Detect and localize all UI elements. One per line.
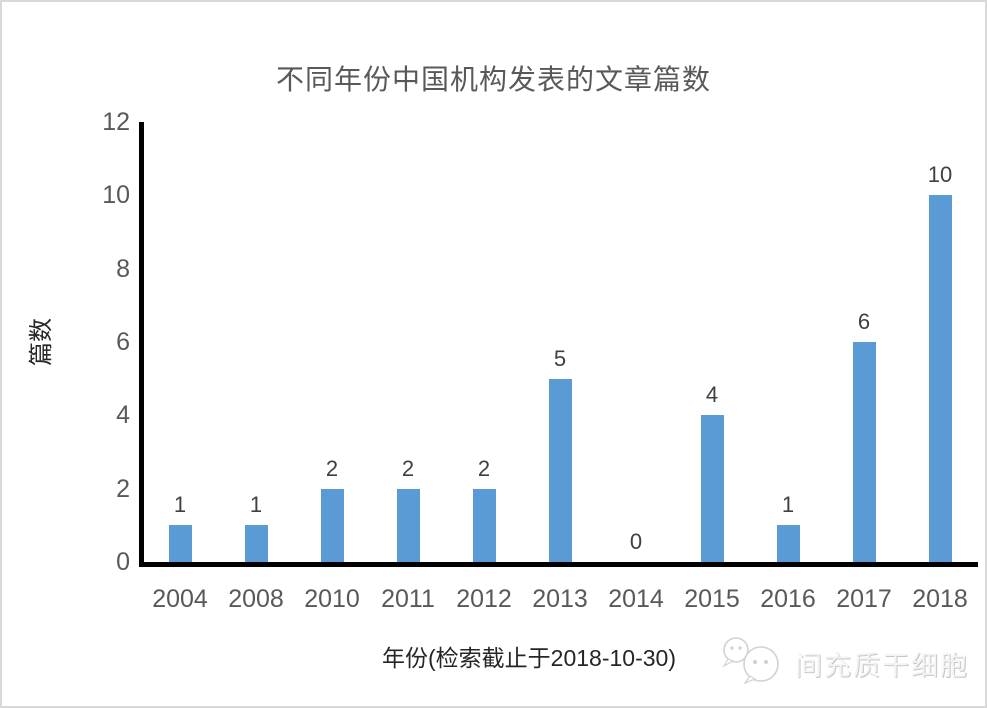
watermark: 间充质干细胞 <box>717 633 969 694</box>
data-label-2012: 2 <box>477 455 491 481</box>
x-tick-label-2010: 2010 <box>304 585 360 613</box>
x-tick-label-2011: 2011 <box>381 585 435 613</box>
x-tick-label-2013: 2013 <box>532 585 588 613</box>
bar-column-2018: 10 <box>902 122 978 562</box>
x-tick-label-2018: 2018 <box>912 585 968 613</box>
x-axis-line <box>139 562 978 567</box>
x-axis-title: 年份(检索截止于2018-10-30) <box>382 645 676 671</box>
y-tick-label-4: 4 <box>116 401 130 430</box>
bar-2010 <box>320 488 344 562</box>
bar-column-2016: 1 <box>750 122 826 562</box>
chart-title: 不同年份中国机构发表的文章篇数 <box>275 64 711 95</box>
data-label-2017: 6 <box>857 309 871 334</box>
chat-bubbles-icon <box>717 633 789 694</box>
y-tick-label-0: 0 <box>116 548 130 576</box>
y-tick-label-12: 12 <box>102 108 130 136</box>
bar-column-2010: 2 <box>294 122 370 562</box>
x-tick-label-2008: 2008 <box>228 585 284 613</box>
y-axis-title: 篇数 <box>28 318 55 366</box>
data-label-2013: 5 <box>553 345 567 371</box>
bar-column-2013: 5 <box>522 122 598 562</box>
bar-column-2012: 2 <box>446 122 522 562</box>
x-tick-label-2016: 2016 <box>760 585 816 613</box>
plot-area: 1 1 2 2 2 5 0 4 1 6 10 <box>142 122 978 562</box>
y-tick-label-8: 8 <box>116 254 130 283</box>
bar-column-2011: 2 <box>370 122 446 562</box>
x-tick-label-2012: 2012 <box>456 585 512 613</box>
y-tick-label-10: 10 <box>102 181 130 210</box>
watermark-text: 间充质干细胞 <box>795 651 969 681</box>
data-label-2014: 0 <box>629 529 643 554</box>
bar-column-2017: 6 <box>826 122 902 562</box>
data-label-2010: 2 <box>325 455 339 481</box>
bar-column-2014: 0 <box>598 122 674 562</box>
y-tick-label-2: 2 <box>116 474 130 503</box>
x-tick-label-2015: 2015 <box>684 585 740 613</box>
x-tick-label-2004: 2004 <box>152 585 208 613</box>
bar-2012 <box>472 488 496 562</box>
data-label-2011: 2 <box>401 455 415 481</box>
bar-column-2004: 1 <box>142 122 218 562</box>
bar-2004 <box>168 525 192 562</box>
data-label-2018: 10 <box>927 162 953 188</box>
bar-2008 <box>244 525 268 562</box>
bar-2013 <box>548 378 572 562</box>
bar-2018 <box>928 195 952 562</box>
bar-column-2015: 4 <box>674 122 750 562</box>
x-tick-label-2014: 2014 <box>608 585 664 613</box>
y-axis-line <box>139 122 144 567</box>
bar-column-2008: 1 <box>218 122 294 562</box>
bar-2015 <box>700 415 724 562</box>
bar-2016 <box>776 525 800 562</box>
bar-2011 <box>396 488 420 562</box>
data-label-2004: 1 <box>173 492 187 518</box>
x-tick-label-2017: 2017 <box>836 585 892 613</box>
data-label-2008: 1 <box>249 492 263 518</box>
y-tick-label-6: 6 <box>116 328 130 356</box>
data-label-2015: 4 <box>705 382 719 408</box>
data-label-2016: 1 <box>781 492 795 518</box>
bar-2017 <box>852 342 876 562</box>
